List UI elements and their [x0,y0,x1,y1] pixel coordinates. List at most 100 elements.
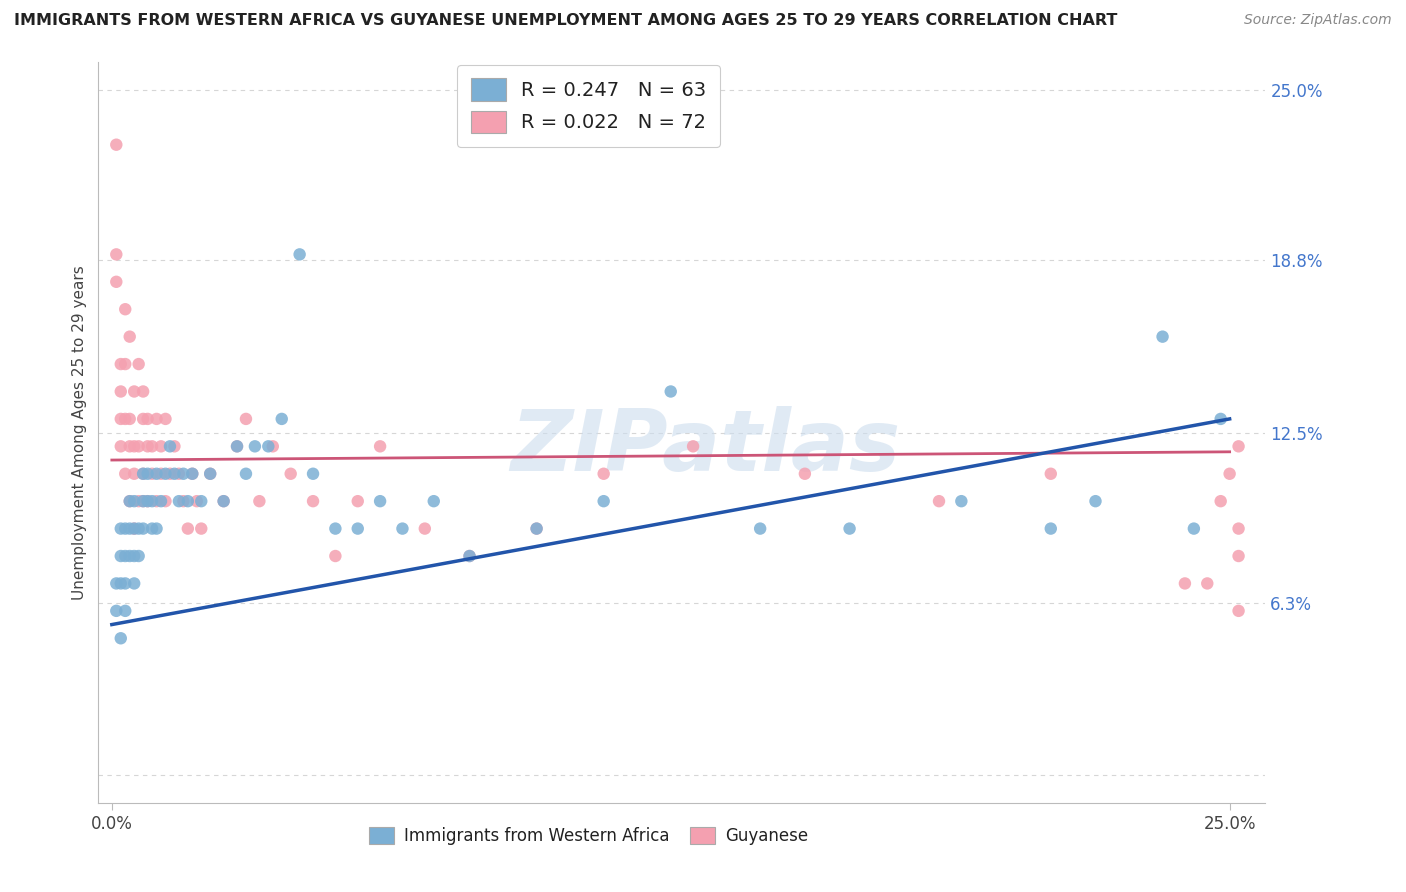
Point [159,467,181,481]
Point [177,494,200,508]
Point [132,467,155,481]
Point [122,522,145,536]
Point [122,549,145,563]
Legend: Immigrants from Western Africa, Guyanese: Immigrants from Western Africa, Guyanese [361,819,817,854]
Point [1227,522,1250,536]
Point [1209,412,1232,426]
Point [1039,522,1062,536]
Point [243,439,266,453]
Point [114,604,136,618]
Point [145,467,167,481]
Point [145,494,167,508]
Point [110,439,132,453]
Point [526,522,548,536]
Point [118,494,141,508]
Point [181,467,204,481]
Point [150,439,173,453]
Point [177,522,200,536]
Point [793,467,815,481]
Point [136,494,159,508]
Point [325,549,347,563]
Point [132,494,155,508]
Point [132,522,155,536]
Point [592,494,614,508]
Point [682,439,704,453]
Point [159,439,181,453]
Point [132,412,155,426]
Point [212,494,235,508]
Point [110,357,132,371]
Point [190,494,212,508]
Point [105,275,128,289]
Point [163,439,186,453]
Point [122,467,145,481]
Point [118,329,141,343]
Point [122,576,145,591]
Point [302,467,325,481]
Point [226,439,249,453]
Point [368,494,391,508]
Point [1209,494,1232,508]
Point [136,412,159,426]
Point [155,467,177,481]
Point [167,467,190,481]
Point [172,494,194,508]
Point [128,494,150,508]
Point [110,576,132,591]
Point [150,467,173,481]
Point [458,549,481,563]
Point [118,439,141,453]
Point [132,384,155,399]
Point [288,247,311,261]
Point [114,549,136,563]
Point [110,522,132,536]
Point [114,467,136,481]
Point [226,439,249,453]
Point [105,247,128,261]
Point [1182,522,1205,536]
Point [122,522,145,536]
Point [280,467,302,481]
Point [114,576,136,591]
Point [1197,576,1219,591]
Point [1039,467,1062,481]
Point [838,522,860,536]
Point [1227,439,1250,453]
Point [128,522,150,536]
Point [190,522,212,536]
Point [118,549,141,563]
Point [114,412,136,426]
Y-axis label: Unemployment Among Ages 25 to 29 years: Unemployment Among Ages 25 to 29 years [72,265,87,600]
Point [181,467,204,481]
Point [257,439,280,453]
Point [141,494,163,508]
Point [136,467,159,481]
Point [200,467,222,481]
Point [1227,604,1250,618]
Point [247,494,270,508]
Point [122,439,145,453]
Point [458,549,481,563]
Point [105,137,128,152]
Point [163,467,186,481]
Point [141,522,163,536]
Point [110,549,132,563]
Point [128,549,150,563]
Point [155,494,177,508]
Point [1219,467,1241,481]
Point [114,357,136,371]
Point [346,494,368,508]
Point [212,494,235,508]
Point [1227,549,1250,563]
Point [128,357,150,371]
Point [592,467,614,481]
Point [423,494,446,508]
Point [136,494,159,508]
Point [659,384,682,399]
Point [346,522,368,536]
Point [118,494,141,508]
Point [235,467,257,481]
Point [141,439,163,453]
Point [186,494,208,508]
Text: IMMIGRANTS FROM WESTERN AFRICA VS GUYANESE UNEMPLOYMENT AMONG AGES 25 TO 29 YEAR: IMMIGRANTS FROM WESTERN AFRICA VS GUYANE… [14,13,1118,29]
